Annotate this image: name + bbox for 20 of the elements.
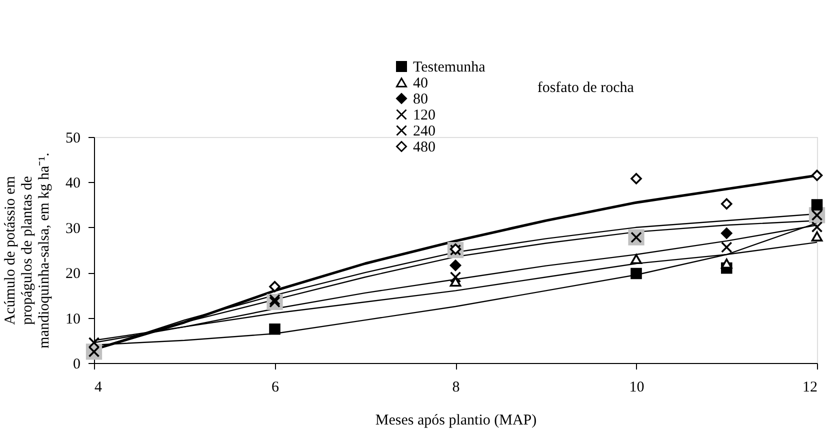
x-tick-label: 8 <box>452 380 460 396</box>
legend-label: 40 <box>413 76 428 92</box>
legend-label: 240 <box>413 124 436 140</box>
x-axis-title: Meses após plantio (MAP) <box>375 412 537 428</box>
y-tick-label: 50 <box>66 130 80 146</box>
y-tick-label: 20 <box>66 266 80 282</box>
y-axis-title: Acúmulo de potássio em propágulos de plantas de mandioquinha-salsa, em kg ha⁻¹. <box>2 152 52 348</box>
legend-label: Testemunha <box>413 60 486 76</box>
y-tick-label: 10 <box>66 311 80 328</box>
text: fosfato de rocha <box>537 80 634 96</box>
x-tick-label: 12 <box>802 380 818 396</box>
legend-label: 120 <box>413 108 436 124</box>
legend-label: 80 <box>413 92 428 108</box>
x-tick-label: 4 <box>94 380 102 396</box>
x-tick-label: 10 <box>629 380 644 396</box>
y-tick-label: 30 <box>66 220 80 237</box>
legend-label: 480 <box>413 140 436 156</box>
y-tick-label: 40 <box>66 176 80 192</box>
y-tick-label: 0 <box>73 356 80 372</box>
x-tick-label: 6 <box>272 380 280 396</box>
